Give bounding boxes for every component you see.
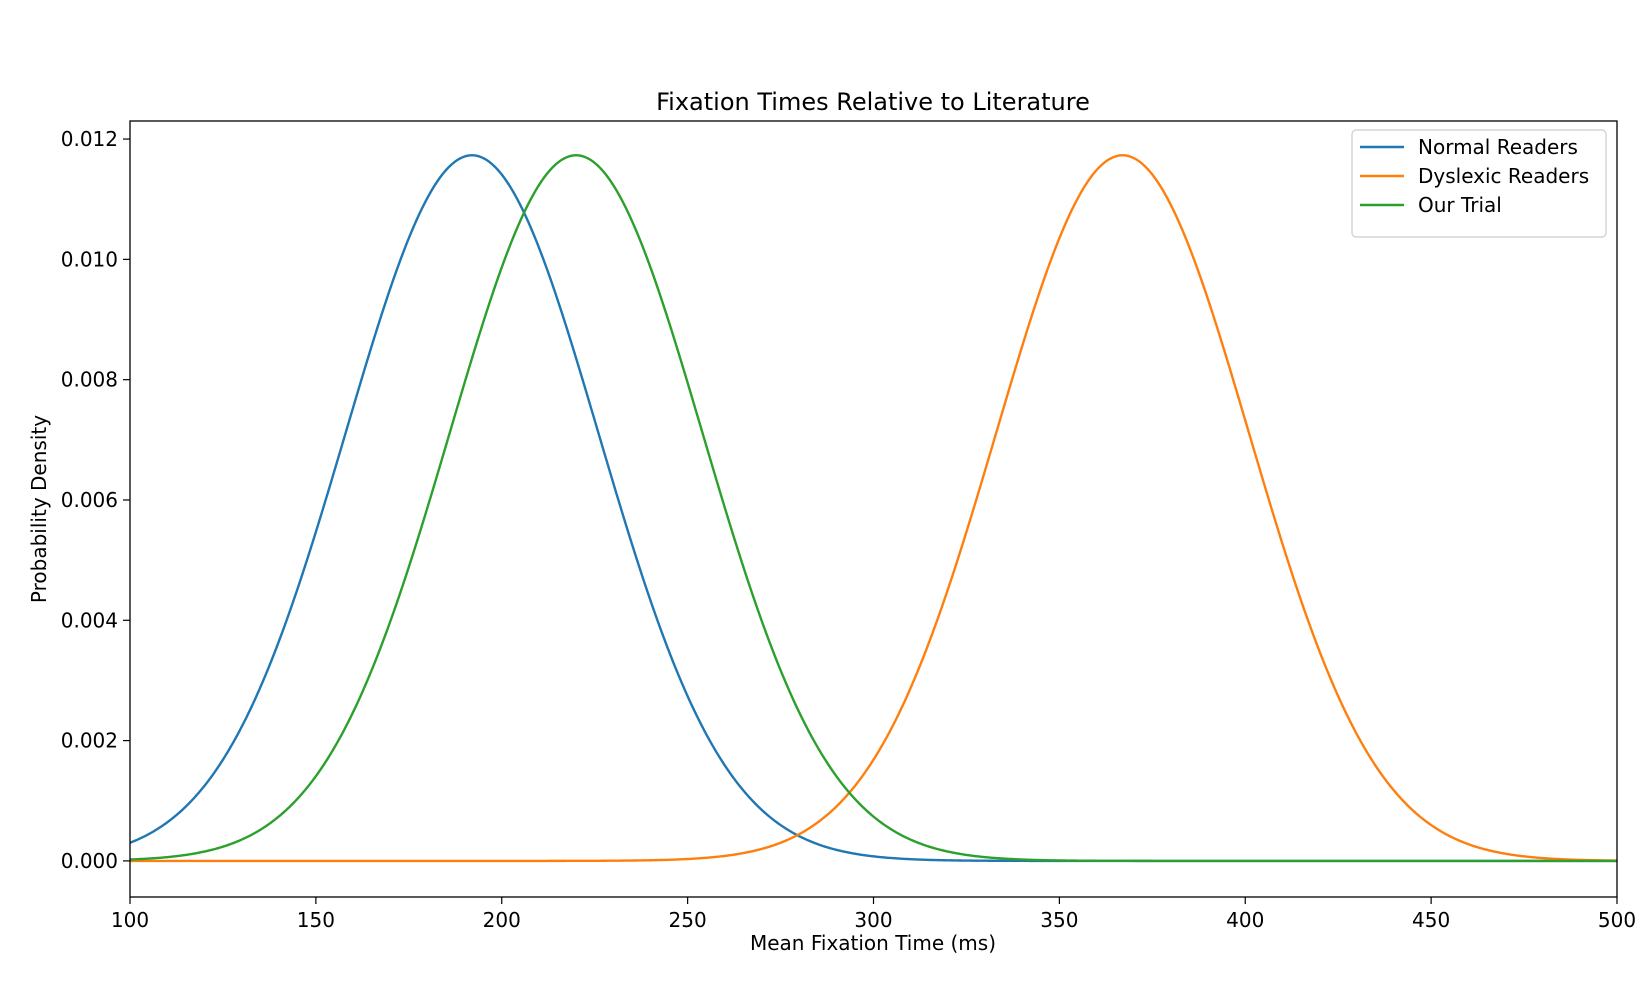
y-axis: 0.000 0.002 0.004 0.006 0.008 0.010 0.012: [61, 127, 130, 873]
series-line-0: [129, 154, 1617, 863]
x-tick-label: 400: [1226, 908, 1264, 932]
x-axis: 100 150 200 250 300 350 400 450 500: [111, 897, 1636, 932]
y-tick-label: 0.012: [61, 127, 118, 151]
chart-title: Fixation Times Relative to Literature: [656, 88, 1090, 116]
legend-label: Normal Readers: [1418, 135, 1578, 159]
x-tick-label: 250: [669, 908, 707, 932]
legend-label: Dyslexic Readers: [1418, 164, 1589, 188]
x-axis-label: Mean Fixation Time (ms): [750, 931, 996, 955]
y-tick-label: 0.000: [61, 849, 118, 873]
legend-box: [1351, 129, 1607, 238]
legend-label: Our Trial: [1418, 193, 1502, 217]
plot-area: [129, 154, 1618, 863]
x-tick-label: 150: [297, 908, 335, 932]
x-tick-label: 500: [1598, 908, 1636, 932]
y-tick-label: 0.002: [61, 729, 118, 753]
x-tick-label: 100: [111, 908, 149, 932]
y-tick-label: 0.008: [61, 368, 118, 392]
legend: Normal Readers Dyslexic Readers Our Trial: [1351, 129, 1607, 238]
x-tick-label: 300: [854, 908, 892, 932]
y-tick-label: 0.004: [61, 608, 118, 632]
y-tick-label: 0.010: [61, 247, 118, 271]
y-axis-label: Probability Density: [27, 415, 51, 603]
series-line-1: [130, 154, 1618, 863]
x-tick-label: 450: [1412, 908, 1450, 932]
y-tick-label: 0.006: [61, 488, 118, 512]
x-tick-label: 350: [1040, 908, 1078, 932]
series-line-2: [129, 154, 1617, 863]
x-tick-label: 200: [483, 908, 521, 932]
